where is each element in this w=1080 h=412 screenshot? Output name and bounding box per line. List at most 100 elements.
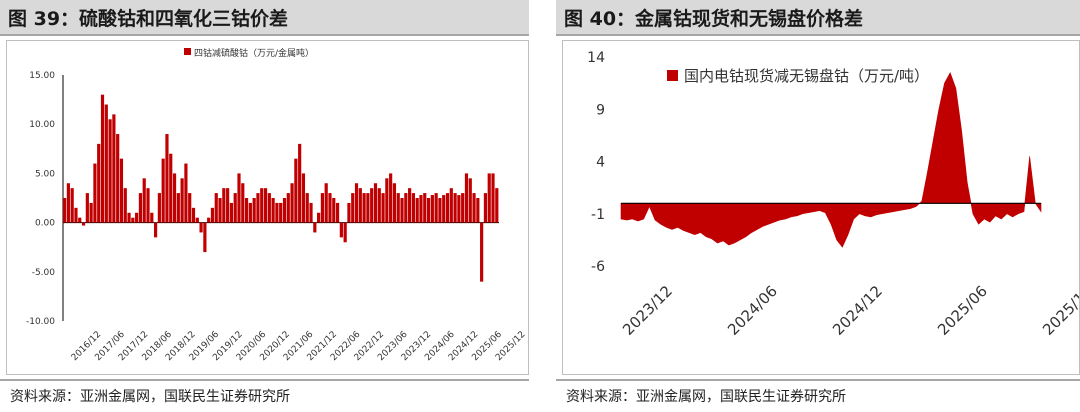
left-bar [343, 222, 347, 243]
left-bar [74, 207, 78, 223]
left-bar [100, 94, 105, 223]
left-bar [389, 173, 393, 223]
left-bar [93, 163, 97, 223]
left-bar [97, 143, 101, 223]
right-y-tick-label: 4 [596, 155, 605, 171]
left-bar [210, 207, 215, 223]
left-bar [419, 195, 423, 223]
left-bar [282, 198, 287, 223]
left-bar [207, 217, 211, 223]
right-legend-label: 国内电钴现货减无锡盘钴（万元/吨） [684, 67, 929, 85]
left-bar [203, 222, 207, 253]
right-title-rule [556, 34, 1080, 36]
left-bar [191, 207, 196, 223]
left-title-bar: 图 39：硫酸钴和四氧化三钴价差 [0, 0, 529, 34]
left-bar [112, 114, 116, 223]
left-legend-label: 四钴减硫酸钴（万元/金属吨） [194, 47, 314, 59]
left-bar [263, 188, 268, 223]
left-bar [392, 183, 397, 223]
left-bar [252, 198, 256, 223]
right-legend-swatch [667, 70, 678, 81]
left-bar [483, 193, 488, 223]
left-bar [256, 193, 260, 223]
left-bar [301, 173, 306, 223]
left-bar [146, 188, 150, 223]
left-bar [267, 193, 271, 223]
left-bar [373, 183, 378, 223]
left-bar [150, 212, 154, 223]
left-bar [415, 198, 419, 223]
left-bar [248, 202, 252, 223]
right-y-tick-label: -1 [591, 207, 605, 223]
left-bar [294, 158, 298, 223]
right-x-tick-label: 2024/06 [724, 282, 781, 339]
right-chart-svg: 国内电钴现货减无锡盘钴（万元/吨） 14 9 4 -1 -6 2023/12 2024/06 2… [587, 50, 1080, 339]
left-bar [457, 195, 461, 223]
left-bar [153, 222, 158, 238]
left-bar [335, 202, 340, 223]
right-chart-panel: 图 40：金属钴现货和无锡盘价格差 国内电钴现货减无锡盘钴（万元/吨） 14 9 4 -… [556, 0, 1080, 412]
left-bar [358, 188, 362, 223]
left-bar [142, 178, 146, 223]
left-bar [165, 134, 169, 223]
left-bar [116, 134, 120, 223]
left-bar [313, 222, 317, 233]
left-bar [404, 193, 408, 223]
left-bar [366, 193, 370, 223]
left-bar [385, 178, 389, 223]
left-bar [108, 119, 112, 223]
left-bar [157, 193, 161, 223]
right-x-tick-label: 2025/06 [934, 282, 991, 339]
right-source-rule [556, 379, 1080, 381]
left-bar [362, 193, 366, 223]
left-bar [472, 193, 476, 223]
right-x-tick-label: 2023/12 [619, 282, 676, 339]
left-bar [237, 173, 241, 223]
left-bar [229, 202, 234, 223]
left-bar [271, 198, 275, 223]
left-bar [279, 202, 283, 223]
left-y-tick-label: 0.00 [35, 219, 55, 229]
left-bar [78, 217, 82, 223]
left-bar [184, 163, 188, 223]
left-bar [309, 202, 313, 223]
right-y-tick-label: 9 [596, 102, 605, 118]
left-bar [377, 188, 381, 223]
left-bar [396, 193, 400, 223]
left-bar [222, 188, 226, 223]
left-bar [135, 212, 139, 223]
left-bar [169, 153, 173, 223]
left-bar [66, 183, 70, 223]
right-chart-frame: 国内电钴现货减无锡盘钴（万元/吨） 14 9 4 -1 -6 2023/12 2024/06 2… [562, 40, 1080, 375]
left-bar [188, 193, 192, 223]
left-bar [298, 143, 302, 223]
left-bar [138, 193, 143, 223]
left-bar [464, 173, 469, 223]
left-bar [119, 158, 124, 223]
left-bar [320, 193, 324, 223]
left-bar [324, 183, 328, 223]
left-chart-panel: 图 39：硫酸钴和四氧化三钴价差 四钴减硫酸钴（万元/金属吨） 15.00 10.0… [0, 0, 529, 412]
left-bar [131, 217, 135, 223]
right-series-area [620, 71, 1042, 248]
left-bar [453, 193, 457, 223]
left-bar [127, 212, 131, 223]
left-bar [180, 178, 184, 223]
left-bar [123, 188, 127, 223]
left-chart-frame: 四钴减硫酸钴（万元/金属吨） 15.00 10.00 5.00 0.00 -5.00 -10… [6, 40, 529, 375]
right-y-tick-label: 14 [587, 50, 605, 66]
left-bar [476, 198, 480, 223]
left-bar [449, 188, 453, 223]
left-bar [370, 188, 374, 223]
left-legend-swatch [184, 48, 191, 55]
right-chart-title: 图 40：金属钴现货和无锡盘价格差 [564, 8, 864, 30]
left-bar [89, 202, 93, 223]
left-bar [85, 193, 89, 223]
left-bar [347, 202, 351, 223]
right-y-tick-label: -6 [591, 259, 605, 275]
left-bar [495, 188, 499, 223]
left-bar [438, 198, 442, 223]
left-bar [468, 178, 472, 223]
left-bar [81, 222, 86, 226]
left-bar [328, 193, 332, 223]
